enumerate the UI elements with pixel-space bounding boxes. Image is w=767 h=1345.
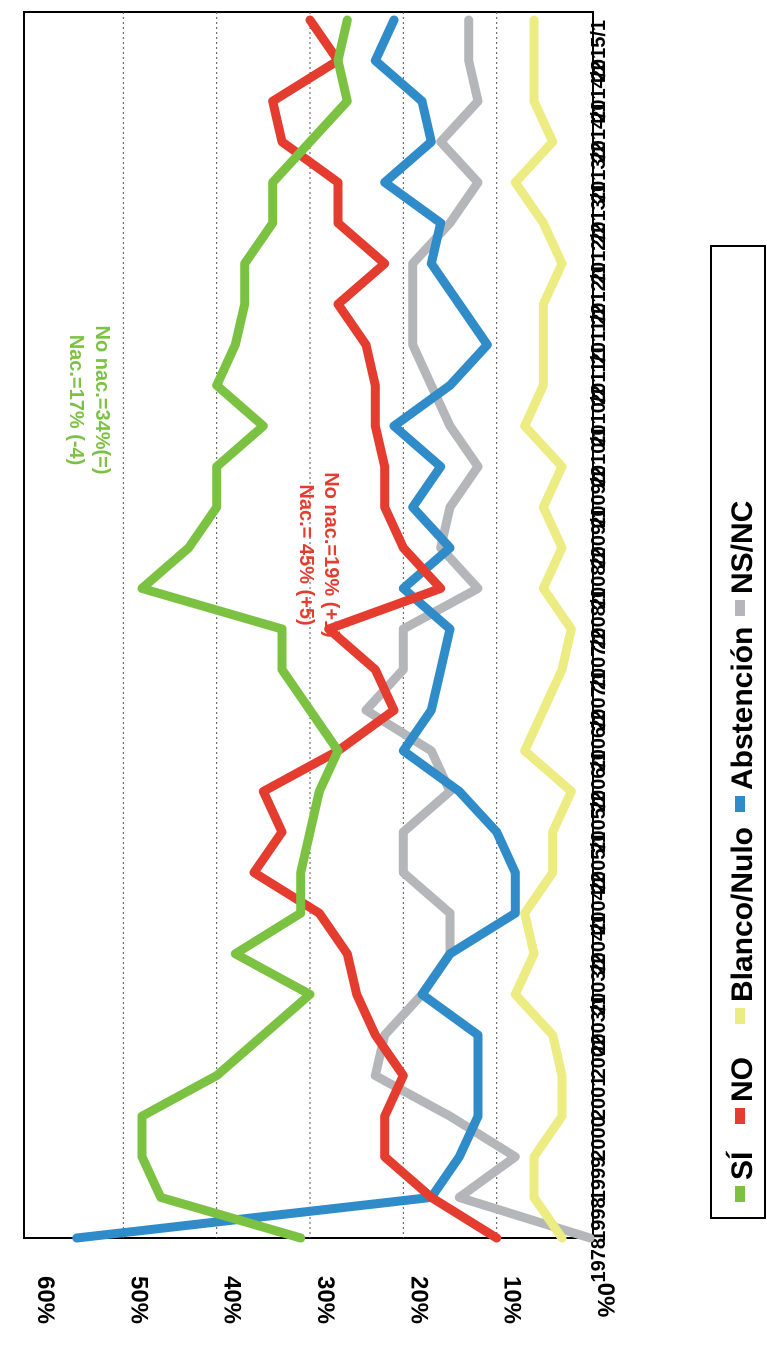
legend-swatch: [735, 1186, 745, 1202]
x-tick-label: 2014/1: [588, 101, 610, 162]
y-tick-label: 40%: [219, 1276, 246, 1324]
x-tick-label: 2010/2: [588, 385, 610, 446]
y-tick-label: 50%: [125, 1276, 152, 1324]
x-tick-label: 2010/1: [588, 426, 610, 487]
annotation-label: Nac.=17% (-4): [65, 335, 87, 466]
x-tick-label: 2011/2: [588, 304, 610, 364]
x-tick-label: 2012/1: [588, 264, 610, 325]
legend-label: NO: [726, 1057, 759, 1102]
x-tick-label: 2003/1: [588, 994, 610, 1055]
x-tick-label: 2015/1: [588, 20, 610, 81]
x-tick-label: 2007/2: [588, 629, 610, 690]
x-tick-label: 2011/1: [588, 345, 610, 405]
x-tick-label: 2000: [588, 1116, 610, 1161]
y-tick-label: 20%: [405, 1276, 432, 1324]
x-tick-label: 1998: [588, 1197, 610, 1242]
x-tick-label: 2009/1: [588, 507, 610, 568]
x-tick-label: 2012/2: [588, 223, 610, 284]
series-line-no: [249, 15, 502, 1243]
x-tick-label: 2005/1: [588, 832, 610, 893]
legend-swatch: [735, 796, 745, 812]
legend-box: [710, 245, 766, 1219]
legend-swatch: [735, 1108, 745, 1124]
annotation-label: Nac.= 45% (+5): [295, 484, 317, 625]
x-tick-label: 2008/1: [588, 588, 610, 649]
x-tick-label: 2006/2: [588, 710, 610, 771]
x-tick-label: 1978: [588, 1238, 610, 1283]
x-tick-label: 2005/2: [588, 791, 610, 852]
series-line-s-: [137, 15, 352, 1243]
x-tick-label: 2004/1: [588, 913, 610, 974]
legend-label: SÍ: [725, 1151, 759, 1180]
legend-swatch: [735, 1008, 745, 1024]
x-tick-label: 2002: [588, 1035, 610, 1080]
y-tick-label: 10%: [499, 1276, 526, 1324]
x-tick-label: 2008/2: [588, 548, 610, 609]
x-tick-label: 2003/2: [588, 954, 610, 1015]
x-tick-label: 2006/1: [588, 751, 610, 812]
legend: SÍ NO Blanco/Nulo Abstención NS/NC: [710, 245, 766, 1219]
series-line-ns-nc: [361, 15, 595, 1243]
legend-label: Abstención: [726, 627, 759, 790]
x-tick-label: 2013/2: [588, 142, 610, 203]
x-tick-label: 2014/2: [588, 61, 610, 122]
legend-label: Blanco/Nulo: [726, 827, 759, 1002]
series-line-blanco-nulo: [510, 15, 576, 1243]
x-tick-label: 2013/1: [588, 182, 610, 243]
x-tick-label: 1999: [588, 1157, 610, 1202]
y-tick-label: 60%: [32, 1276, 59, 1324]
legend-swatch: [735, 600, 745, 616]
annotation-label: No nac.=19% (+1): [320, 472, 342, 638]
series-line-abstenci-n: [72, 15, 520, 1243]
annotation-label: No nac.=34%(=): [91, 326, 113, 475]
x-tick-label: 2001: [588, 1076, 610, 1121]
x-tick-label: 2009/2: [588, 467, 610, 528]
y-tick-label: 0%: [592, 1283, 619, 1318]
legend-label: NS/NC: [726, 501, 759, 594]
y-tick-label: 30%: [312, 1276, 339, 1324]
x-tick-label: 2007/1: [588, 670, 610, 731]
x-tick-label: 2004/2: [588, 873, 610, 934]
plot-area: [23, 11, 594, 1239]
